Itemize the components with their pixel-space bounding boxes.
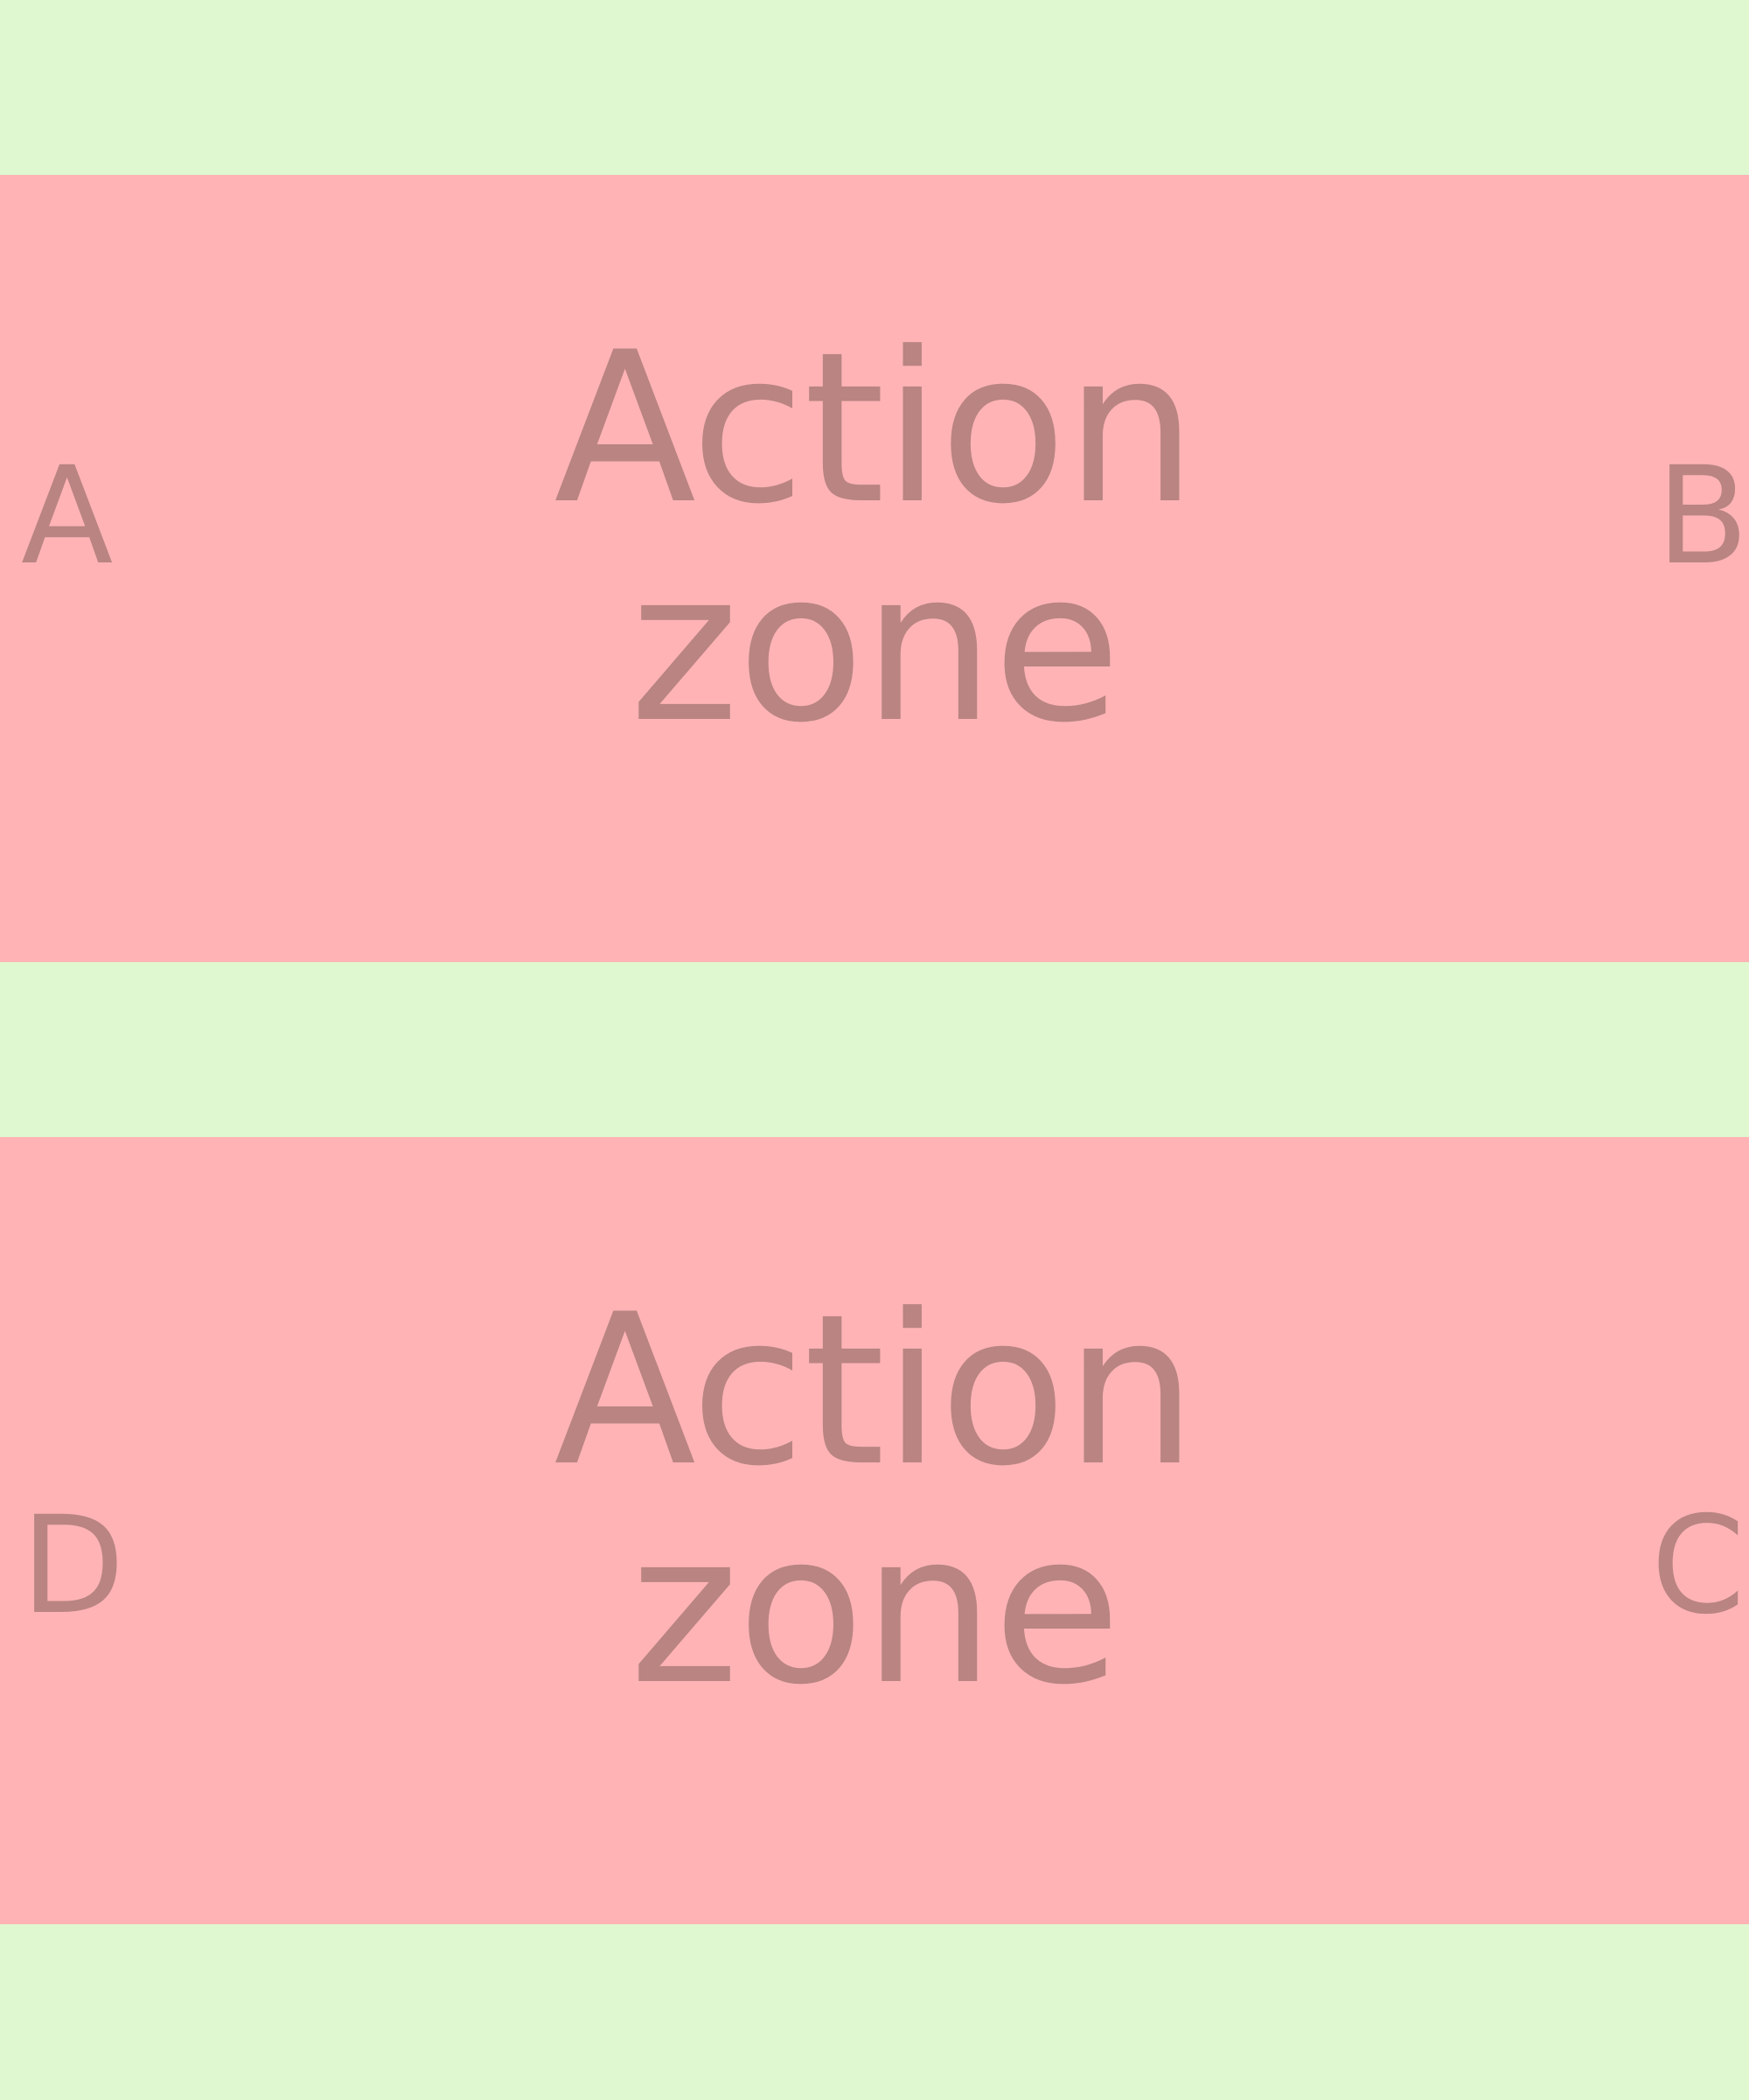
action-zone-top: Action zone — [0, 175, 1749, 962]
action-zone-bottom-label-line1: Action — [554, 1270, 1196, 1512]
action-zone-top-label-line2: zone — [630, 527, 1121, 769]
corner-label-c: C — [1651, 1488, 1746, 1644]
corner-label-b: B — [1656, 438, 1749, 595]
action-zone-top-label: Action zone — [0, 320, 1749, 757]
action-zone-bottom-label: Action zone — [0, 1282, 1749, 1720]
action-zone-bottom-label-line2: zone — [630, 1489, 1121, 1731]
bottom-margin-band — [0, 1925, 1749, 2100]
middle-gap-band — [0, 962, 1749, 1137]
action-zone-top-label-line1: Action — [554, 308, 1196, 550]
top-margin-band — [0, 0, 1749, 175]
action-zone-bottom: Action zone — [0, 1137, 1749, 1924]
corner-label-a: A — [21, 438, 114, 595]
corner-label-d: D — [21, 1488, 125, 1644]
